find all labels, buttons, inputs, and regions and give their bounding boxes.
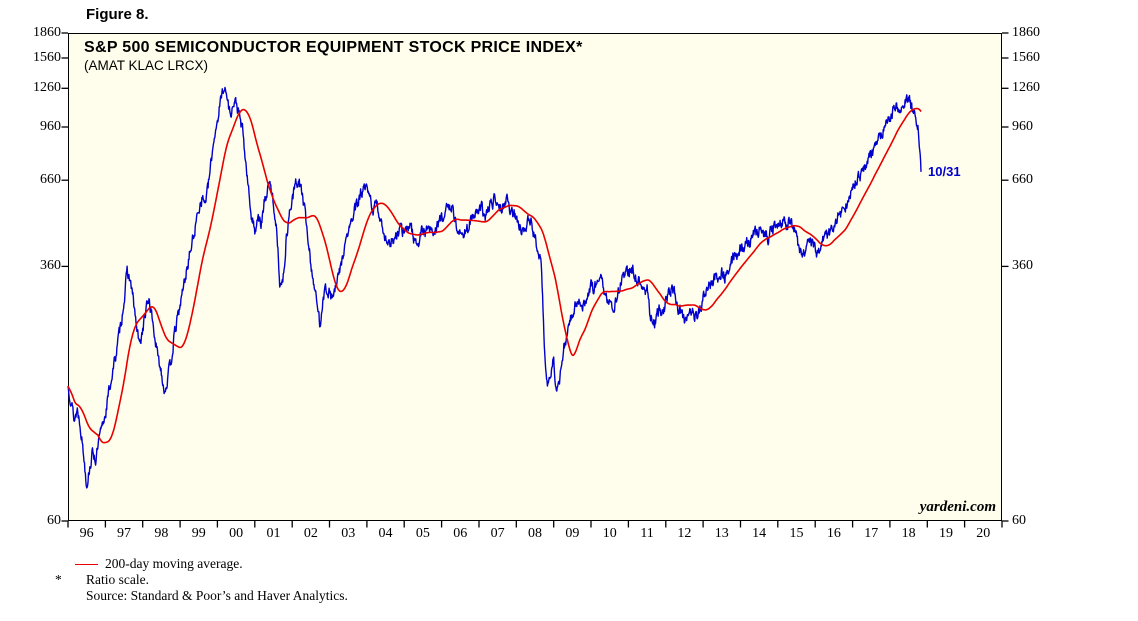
x-axis-year-label: 19 [938, 526, 953, 541]
y-axis-label-left: 660 [40, 172, 61, 188]
x-axis-year-label: 96 [79, 526, 94, 541]
x-axis-year-label: 98 [154, 526, 169, 541]
watermark: yardeni.com [919, 499, 996, 515]
figure-label: Figure 8. [86, 6, 149, 23]
source-text: Source: Standard & Poor’s and Haver Anal… [86, 588, 348, 603]
y-axis-label-left: 960 [40, 118, 61, 134]
y-axis-label-right: 660 [1012, 172, 1033, 188]
legend-label: 200-day moving average. [105, 556, 243, 571]
x-axis-year-label: 01 [266, 526, 281, 541]
x-axis-year-label: 02 [303, 526, 318, 541]
plot-area [68, 33, 1002, 521]
x-axis-year-label: 10 [602, 526, 617, 541]
x-axis-year-label: 07 [490, 526, 505, 541]
x-axis-year-label: 06 [453, 526, 468, 541]
x-axis-year-label: 03 [341, 526, 356, 541]
x-axis-year-label: 14 [752, 526, 767, 541]
x-axis-year-label: 18 [901, 526, 916, 541]
y-axis-label-right: 60 [1012, 513, 1026, 528]
x-axis-year-label: 16 [826, 526, 841, 541]
y-axis-label-right: 360 [1012, 258, 1033, 274]
x-axis-year-label: 15 [789, 526, 804, 541]
x-axis-year-label: 17 [864, 526, 879, 541]
footnote-source: Source: Standard & Poor’s and Haver Anal… [55, 588, 348, 604]
y-axis-label-left: 60 [47, 513, 61, 528]
y-axis-label-right: 1260 [1012, 80, 1040, 96]
x-axis-year-label: 13 [714, 526, 729, 541]
x-axis-year-label: 05 [415, 526, 430, 541]
chart-subtitle: (AMAT KLAC LRCX) [84, 58, 209, 73]
x-axis-year-label: 00 [229, 526, 244, 541]
x-axis-year-label: 99 [191, 526, 206, 541]
legend-swatch-moving-average-line [75, 564, 98, 565]
y-axis-label-left: 360 [40, 258, 61, 274]
footnote-marker: * [55, 572, 62, 587]
y-axis-label-left: 1860 [33, 25, 61, 40]
x-axis-year-label: 20 [976, 526, 991, 541]
x-axis-year-label: 97 [117, 526, 132, 541]
footnote-ratio-scale: * Ratio scale. [55, 572, 149, 588]
chart-annotation: 10/31 [928, 163, 961, 179]
x-axis-year-label: 12 [677, 526, 692, 541]
x-axis-year-label: 11 [640, 526, 654, 541]
y-axis-label-right: 1560 [1012, 49, 1040, 65]
y-axis-label-left: 1560 [33, 49, 61, 65]
y-axis-label-left: 1260 [33, 80, 61, 96]
x-axis-year-label: 09 [565, 526, 580, 541]
y-axis-label-right: 960 [1012, 118, 1033, 134]
legend: 200-day moving average. [75, 556, 243, 572]
chart-title: S&P 500 SEMICONDUCTOR EQUIPMENT STOCK PR… [84, 39, 583, 56]
footnote-text: Ratio scale. [86, 572, 149, 587]
y-axis-label-right: 1860 [1012, 25, 1040, 40]
x-axis-year-label: 08 [527, 526, 542, 541]
x-axis-year-label: 04 [378, 526, 393, 541]
